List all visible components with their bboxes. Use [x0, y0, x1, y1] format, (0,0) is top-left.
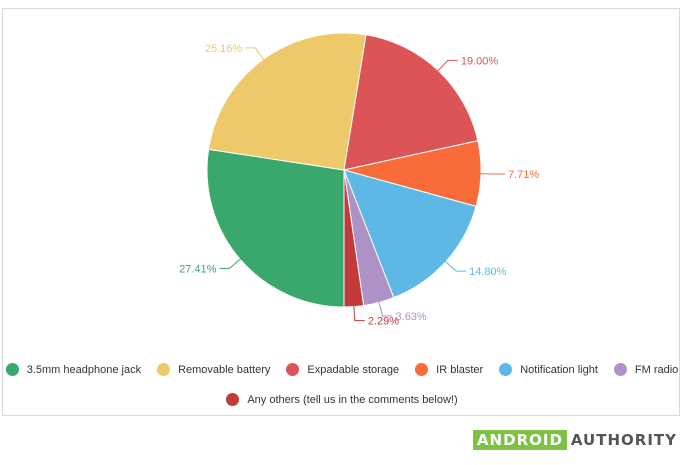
legend-swatch: [157, 363, 171, 376]
leader-line: [436, 59, 458, 73]
leader-line: [245, 47, 265, 62]
data-label: 27.41%: [179, 263, 217, 275]
logo-part-android: ANDROID: [472, 430, 567, 450]
legend-label: 3.5mm headphone jack: [26, 363, 142, 376]
legend-label: FM radio: [634, 363, 679, 376]
legend-item-ir-blaster[interactable]: IR blaster: [415, 363, 483, 376]
legend-swatch: [499, 363, 513, 376]
legend-item-fm-radio[interactable]: FM radio: [613, 363, 679, 376]
data-label: 2.29%: [368, 316, 399, 328]
data-label: 25.16%: [205, 43, 243, 55]
data-label: 14.80%: [469, 266, 507, 278]
legend-item-removable-battery[interactable]: Removable battery: [157, 363, 270, 376]
pie-slice-3-5mm-headphone-jack[interactable]: [206, 148, 345, 308]
legend-item-notification-light[interactable]: Notification light: [499, 363, 598, 376]
legend-swatch: [286, 363, 300, 376]
legend-item-any-others[interactable]: Any others (tell us in the comments belo…: [226, 393, 458, 406]
legend-row-1: 3.5mm headphone jack Removable battery E…: [3, 363, 681, 376]
legend-label: Removable battery: [178, 363, 271, 376]
legend-row-2: Any others (tell us in the comments belo…: [3, 393, 681, 406]
leader-line: [353, 304, 365, 322]
chart-frame: 27.41% 25.16% 19.00% 7.71% 14.80% 3.63% 2.29% …: [2, 8, 680, 416]
data-label: 3.63%: [396, 311, 427, 323]
legend-swatch: [5, 363, 19, 376]
legend-label: IR blaster: [436, 363, 484, 376]
legend-label: Any others (tell us in the comments belo…: [247, 393, 458, 406]
logo-part-authority: AUTHORITY: [570, 431, 677, 449]
leader-line: [377, 300, 393, 317]
legend-swatch: [415, 363, 429, 376]
data-label: 19.00%: [461, 55, 499, 67]
pie-chart: 27.41% 25.16% 19.00% 7.71% 14.80% 3.63%2.29%: [179, 32, 539, 328]
legend-item-headphone-jack[interactable]: 3.5mm headphone jack: [5, 363, 142, 376]
leader-line: [443, 260, 467, 272]
legend-swatch: [613, 363, 627, 376]
legend-label: Notification light: [520, 363, 598, 376]
leader-line: [219, 257, 242, 269]
legend-swatch: [226, 393, 240, 406]
android-authority-logo: ANDROID AUTHORITY: [472, 430, 679, 450]
legend-label: Expadable storage: [307, 363, 400, 376]
legend-item-expandable-storage[interactable]: Expadable storage: [286, 363, 399, 376]
data-label: 7.71%: [508, 169, 539, 181]
